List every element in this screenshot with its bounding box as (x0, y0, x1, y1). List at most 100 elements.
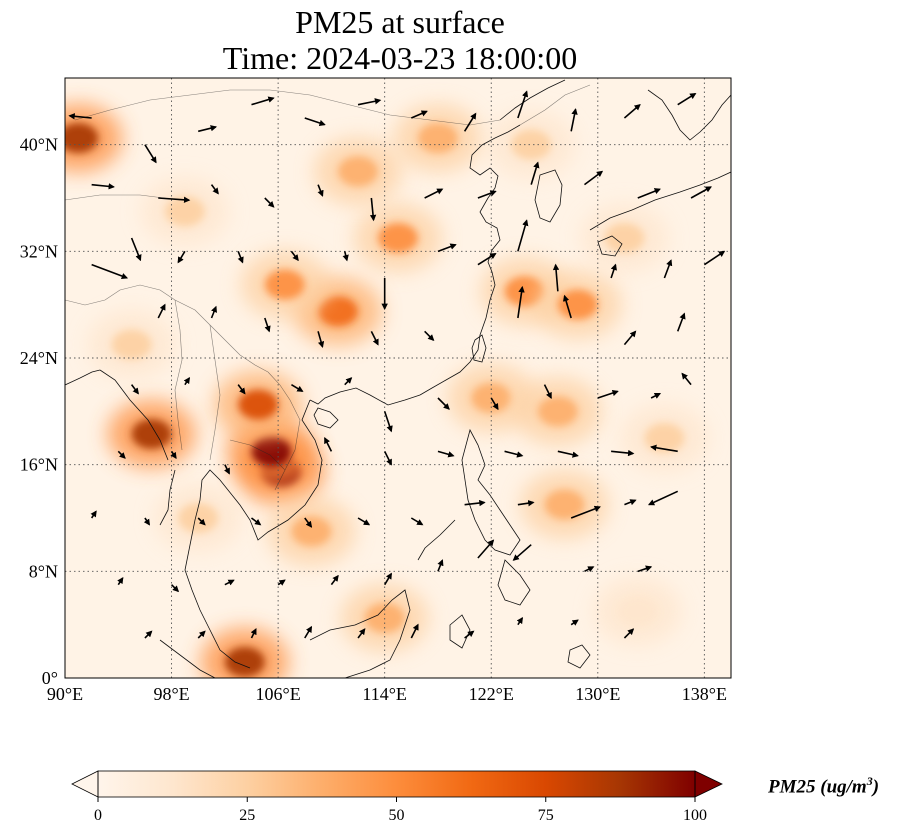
pm25-field (65, 104, 709, 678)
wind-arrow (91, 183, 115, 190)
coastline-kyushu (597, 235, 623, 257)
wind-arrow (570, 505, 601, 519)
border-line (174, 299, 183, 451)
wind-arrow (304, 117, 326, 127)
wind-arrow (623, 628, 635, 639)
coastline-taiwan (471, 334, 487, 363)
wind-arrow (264, 197, 275, 208)
wind-arrow (543, 384, 552, 400)
wind-arrow (342, 251, 349, 262)
wind-arrow (552, 263, 560, 292)
wind-arrow (677, 92, 697, 106)
pm25-hotspot (291, 516, 332, 547)
wind-arrow (637, 188, 661, 199)
coastline-sulawesi (449, 614, 471, 649)
map-area (65, 78, 731, 678)
wind-arrow (369, 197, 377, 222)
wind-arrow (170, 584, 180, 593)
wind-arrow (183, 377, 190, 386)
wind-arrow (357, 517, 371, 526)
graticule (65, 78, 731, 678)
wind-arrow (650, 392, 662, 399)
coastline-bangladesh (65, 369, 101, 386)
wind-arrow (411, 110, 428, 119)
wind-arrow (177, 250, 186, 264)
border-line (267, 371, 301, 471)
wind-arrow (464, 630, 475, 639)
wind-arrow (477, 539, 495, 559)
pm25-hotspot (251, 436, 292, 467)
pm25-hotspot (537, 396, 578, 427)
pm25-hotspot (417, 123, 458, 153)
wind-arrow (623, 103, 641, 119)
colorbar-tick-label: 25 (239, 807, 255, 824)
coastline-japan-south (589, 171, 731, 231)
wind-arrow (291, 383, 304, 392)
wind-arrow (210, 305, 217, 319)
colorbar-label-exponent: 3 (866, 774, 873, 788)
wind-arrow (317, 184, 324, 197)
pm25-hotspot (544, 489, 585, 520)
border-line (74, 89, 501, 126)
wind-arrow (90, 510, 97, 519)
coastline-sumatra (159, 639, 216, 678)
wind-arrow (130, 384, 139, 395)
wind-arrow (197, 517, 206, 526)
latitude-tick-label: 0° (42, 668, 58, 688)
wind-arrow (490, 397, 499, 411)
pm25-hotspot (604, 223, 645, 253)
wind-arrow (463, 112, 477, 132)
wind-arrow (130, 237, 142, 262)
wind-arrow (610, 263, 617, 279)
pm25-hotspot (617, 596, 658, 627)
wind-arrow (611, 449, 635, 457)
wind-arrow (424, 330, 435, 342)
longitude-ticks: 90°E 98°E 106°E 114°E 122°E 130°E 138°E (47, 684, 727, 704)
longitude-tick-label: 106°E (256, 684, 301, 704)
wind-arrow (530, 161, 540, 185)
colorbar: 0 25 50 75 100 (71, 770, 723, 824)
wind-arrow (676, 312, 686, 332)
pm25-hotspot (65, 123, 99, 153)
pm25-hotspot (111, 329, 152, 360)
coastline-korea (534, 169, 563, 223)
wind-arrow (210, 184, 219, 195)
wind-arrow (68, 113, 92, 120)
wind-arrow (117, 450, 126, 459)
colorbar-extend-min (71, 770, 99, 798)
wind-arrow (144, 630, 153, 639)
colorbar-extend-max (694, 770, 723, 798)
colorbar-tick-label: 0 (94, 807, 102, 824)
wind-arrow (250, 628, 257, 639)
longitude-tick-label: 130°E (575, 684, 620, 704)
coastline-china-east (419, 124, 521, 396)
coastline-vietnam (231, 399, 323, 541)
latitude-tick-label: 24°N (20, 348, 58, 368)
wind-arrow (410, 517, 424, 526)
wind-arrow (650, 444, 678, 453)
pm25-hotspot (131, 419, 172, 449)
wind-arrow (224, 579, 235, 586)
wind-arrow (170, 450, 177, 459)
border-line (229, 439, 286, 491)
colorbar-ticks: 0 25 50 75 100 (94, 797, 707, 824)
border-line (209, 324, 221, 461)
wind-arrow (477, 252, 497, 266)
wind-arrow (623, 330, 637, 346)
pm25-hotspot (264, 269, 305, 300)
latitude-tick-label: 16°N (20, 455, 58, 475)
wind-arrow (637, 565, 653, 573)
wind-arrow (237, 251, 244, 264)
wind-arrow (91, 263, 129, 280)
wind-arrow (383, 411, 393, 433)
wind-arrow (562, 294, 572, 319)
wind-arrow (344, 377, 353, 386)
pm25-hotspot (164, 196, 205, 227)
pm25-hotspot (511, 129, 552, 160)
pm25-hotspot (557, 289, 598, 320)
wind-arrow (437, 559, 444, 572)
wind-arrow (437, 397, 450, 410)
wind-arrow (477, 190, 497, 199)
longitude-tick-label: 114°E (362, 684, 407, 704)
